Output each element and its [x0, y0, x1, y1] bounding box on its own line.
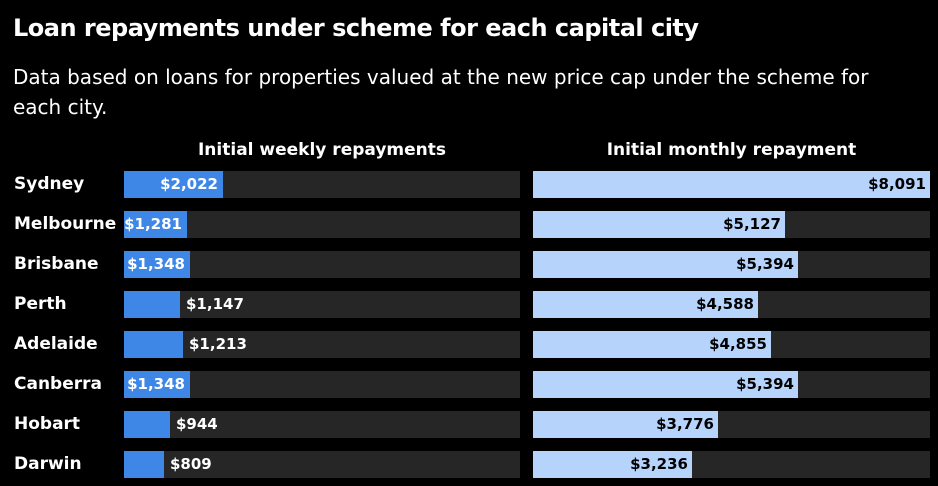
monthly-track-hobart: $3,776: [533, 411, 930, 438]
city-label-sydney: Sydney: [14, 174, 85, 194]
monthly-track-darwin: $3,236: [533, 451, 930, 478]
weekly-value-label-sydney: $2,022: [160, 175, 218, 193]
weekly-value-label-perth: $1,147: [186, 295, 244, 313]
monthly-track-sydney: $8,091: [533, 171, 930, 198]
weekly-track-brisbane: $1,348: [124, 251, 520, 278]
monthly-bar-canberra: [533, 371, 798, 398]
weekly-track-perth: $1,147: [124, 291, 520, 318]
weekly-track-hobart: $944: [124, 411, 520, 438]
monthly-bar-hobart: [533, 411, 718, 438]
weekly-bar-canberra: [124, 371, 190, 398]
weekly-value-label-adelaide: $1,213: [189, 335, 247, 353]
weekly-track-melbourne: $1,281: [124, 211, 520, 238]
weekly-bar-hobart: [124, 411, 170, 438]
city-label-canberra: Canberra: [14, 374, 102, 394]
weekly-track-darwin: $809: [124, 451, 520, 478]
weekly-bar-perth: [124, 291, 180, 318]
weekly-track-adelaide: $1,213: [124, 331, 520, 358]
monthly-track-perth: $4,588: [533, 291, 930, 318]
city-label-darwin: Darwin: [14, 454, 82, 474]
weekly-column-header: Initial weekly repayments: [197, 140, 447, 160]
chart-title: Loan repayments under scheme for each ca…: [13, 14, 699, 42]
chart-subtitle: Data based on loans for properties value…: [13, 65, 869, 119]
monthly-bar-darwin: [533, 451, 692, 478]
monthly-value-label-adelaide: $4,855: [709, 335, 767, 353]
city-label-adelaide: Adelaide: [14, 334, 98, 354]
monthly-track-brisbane: $5,394: [533, 251, 930, 278]
monthly-track-melbourne: $5,127: [533, 211, 930, 238]
weekly-value-label-melbourne: $1,281: [124, 215, 182, 233]
monthly-track-adelaide: $4,855: [533, 331, 930, 358]
monthly-bar-adelaide: [533, 331, 771, 358]
city-label-perth: Perth: [14, 294, 67, 314]
weekly-bar-melbourne: [124, 211, 187, 238]
city-label-melbourne: Melbourne: [14, 214, 117, 234]
monthly-bar-melbourne: [533, 211, 785, 238]
monthly-value-label-darwin: $3,236: [630, 455, 688, 473]
monthly-track-canberra: $5,394: [533, 371, 930, 398]
weekly-track-sydney: $2,022: [124, 171, 520, 198]
monthly-value-label-hobart: $3,776: [656, 415, 714, 433]
weekly-track-canberra: $1,348: [124, 371, 520, 398]
weekly-value-label-canberra: $1,348: [127, 375, 185, 393]
monthly-bar-brisbane: [533, 251, 798, 278]
weekly-value-label-brisbane: $1,348: [127, 255, 185, 273]
weekly-bar-darwin: [124, 451, 164, 478]
monthly-value-label-melbourne: $5,127: [723, 215, 781, 233]
monthly-value-label-canberra: $5,394: [736, 375, 794, 393]
city-label-hobart: Hobart: [14, 414, 81, 434]
weekly-bar-adelaide: [124, 331, 183, 358]
monthly-bar-sydney: [533, 171, 930, 198]
weekly-bar-brisbane: [124, 251, 190, 278]
monthly-value-label-perth: $4,588: [696, 295, 754, 313]
monthly-value-label-brisbane: $5,394: [736, 255, 794, 273]
city-label-brisbane: Brisbane: [14, 254, 99, 274]
monthly-bar-perth: [533, 291, 758, 318]
weekly-value-label-hobart: $944: [176, 415, 218, 433]
weekly-bar-sydney: [124, 171, 223, 198]
monthly-column-header: Initial monthly repayment: [606, 140, 857, 160]
weekly-value-label-darwin: $809: [170, 455, 212, 473]
monthly-value-label-sydney: $8,091: [868, 175, 926, 193]
